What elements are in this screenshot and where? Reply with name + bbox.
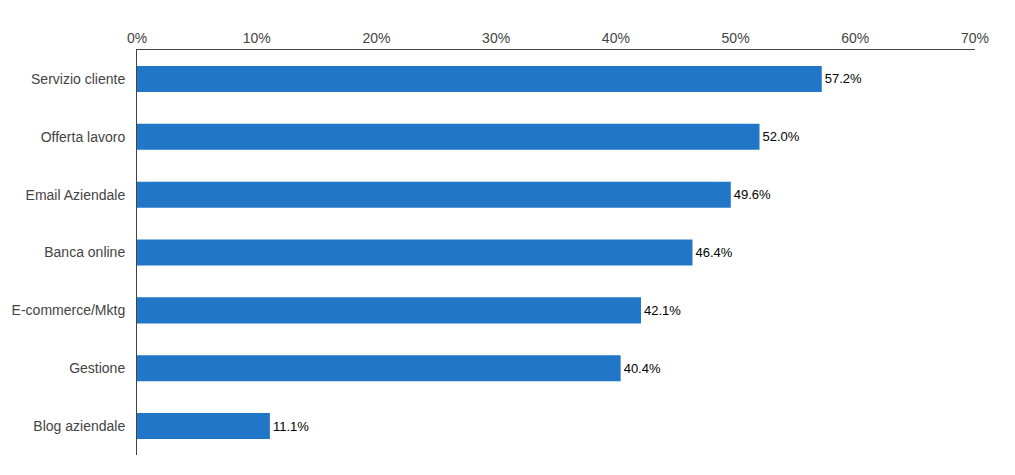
svg-text:46.4%: 46.4%	[695, 245, 732, 260]
svg-text:30%: 30%	[482, 30, 510, 46]
svg-text:Offerta lavoro: Offerta lavoro	[41, 129, 126, 145]
svg-text:40.4%: 40.4%	[624, 361, 661, 376]
svg-text:50%: 50%	[722, 30, 750, 46]
svg-text:Blog aziendale: Blog aziendale	[33, 418, 125, 434]
svg-text:Banca online: Banca online	[44, 244, 125, 260]
svg-text:52.0%: 52.0%	[763, 129, 800, 144]
svg-text:20%: 20%	[362, 30, 390, 46]
svg-text:42.1%: 42.1%	[644, 303, 681, 318]
svg-text:40%: 40%	[602, 30, 630, 46]
svg-text:49.6%: 49.6%	[734, 187, 771, 202]
svg-text:11.1%: 11.1%	[273, 419, 309, 434]
svg-text:0%: 0%	[127, 30, 147, 46]
svg-text:70%: 70%	[961, 30, 989, 46]
svg-text:E-commerce/Mktg: E-commerce/Mktg	[12, 302, 126, 318]
svg-text:Servizio cliente: Servizio cliente	[31, 71, 125, 87]
svg-text:Email Aziendale: Email Aziendale	[26, 187, 126, 203]
svg-text:Gestione: Gestione	[69, 360, 125, 376]
svg-text:60%: 60%	[841, 30, 869, 46]
svg-text:57.2%: 57.2%	[825, 71, 862, 86]
svg-text:10%: 10%	[243, 30, 271, 46]
